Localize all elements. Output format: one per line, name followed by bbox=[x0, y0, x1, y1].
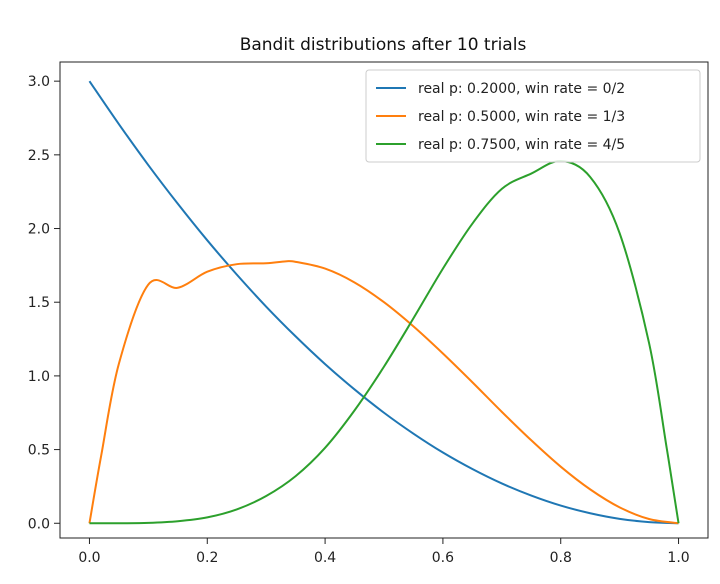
y-tick-label: 1.5 bbox=[28, 295, 50, 311]
x-tick-label: 0.4 bbox=[314, 550, 336, 566]
legend-label: real p: 0.7500, win rate = 4/5 bbox=[418, 137, 625, 153]
x-tick-label: 0.6 bbox=[432, 550, 454, 566]
y-tick-label: 1.0 bbox=[28, 369, 50, 385]
x-tick-label: 0.0 bbox=[78, 550, 100, 566]
legend-label: real p: 0.5000, win rate = 1/3 bbox=[418, 109, 625, 125]
legend: real p: 0.2000, win rate = 0/2 real p: 0.… bbox=[365, 69, 701, 163]
series-line-2 bbox=[88, 260, 679, 525]
x-tick-label: 0.8 bbox=[550, 550, 572, 566]
y-tick-label: 0.5 bbox=[28, 443, 50, 459]
x-tick-label: 1.0 bbox=[667, 550, 689, 566]
x-tick-label: 0.2 bbox=[196, 550, 218, 566]
legend-label: real p: 0.2000, win rate = 0/2 bbox=[418, 81, 625, 97]
chart-title: Bandit distributions after 10 trials bbox=[240, 35, 527, 55]
series-line-1 bbox=[88, 80, 679, 525]
x-axis-ticks: 0.0 0.2 0.4 0.6 0.8 1.0 bbox=[78, 538, 690, 566]
series-line-3 bbox=[89, 160, 680, 525]
y-tick-label: 2.0 bbox=[28, 222, 50, 238]
y-tick-label: 3.0 bbox=[28, 74, 50, 90]
y-tick-label: 2.5 bbox=[28, 148, 50, 164]
y-axis-ticks: 0.0 0.5 1.0 1.5 2.0 2.5 3.0 bbox=[28, 74, 60, 532]
legend-box bbox=[365, 69, 701, 163]
y-tick-label: 0.0 bbox=[28, 516, 50, 532]
series-lines bbox=[88, 80, 680, 525]
